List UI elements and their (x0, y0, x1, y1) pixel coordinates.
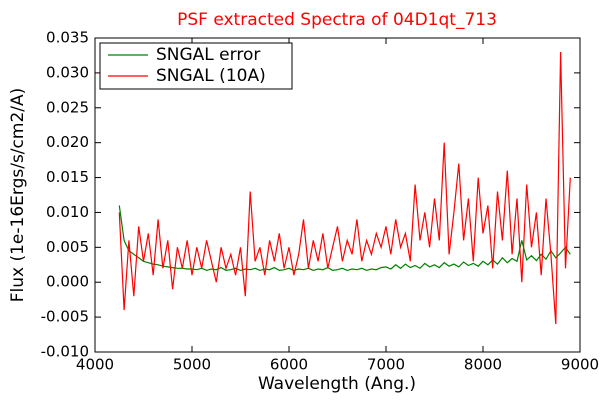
x-axis-label: Wavelength (Ang.) (258, 374, 416, 394)
x-tick-label: 6000 (270, 356, 308, 374)
y-tick-label: -0.010 (41, 343, 89, 361)
chart-title: PSF extracted Spectra of 04D1qt_713 (177, 10, 497, 30)
y-tick-label: 0.010 (46, 203, 89, 221)
plot-frame (94, 37, 581, 353)
y-tick-label: 0.005 (46, 238, 89, 256)
x-tick-label: 5000 (173, 356, 211, 374)
legend-label: SNGAL error (156, 45, 260, 65)
y-tick-label: 0.030 (46, 63, 89, 81)
y-tick-label: -0.005 (41, 308, 89, 326)
y-tick-label: 0.015 (46, 168, 89, 186)
y-tick-label: 0.035 (46, 29, 89, 47)
y-tick-label: 0.000 (46, 273, 89, 291)
y-axis-label: Flux (1e-16Ergs/s/cm2/A) (8, 88, 28, 303)
y-tick-label: 0.025 (46, 98, 89, 116)
legend-box (99, 42, 293, 90)
x-tick-label: 7000 (367, 356, 405, 374)
legend-label: SNGAL (10A) (156, 66, 266, 86)
x-tick-label: 4000 (76, 356, 114, 374)
y-tick-label: 0.020 (46, 133, 89, 151)
x-tick-label: 8000 (464, 356, 502, 374)
series-line (118, 205, 571, 272)
series-line (118, 51, 571, 325)
x-tick-label: 9000 (561, 356, 599, 374)
